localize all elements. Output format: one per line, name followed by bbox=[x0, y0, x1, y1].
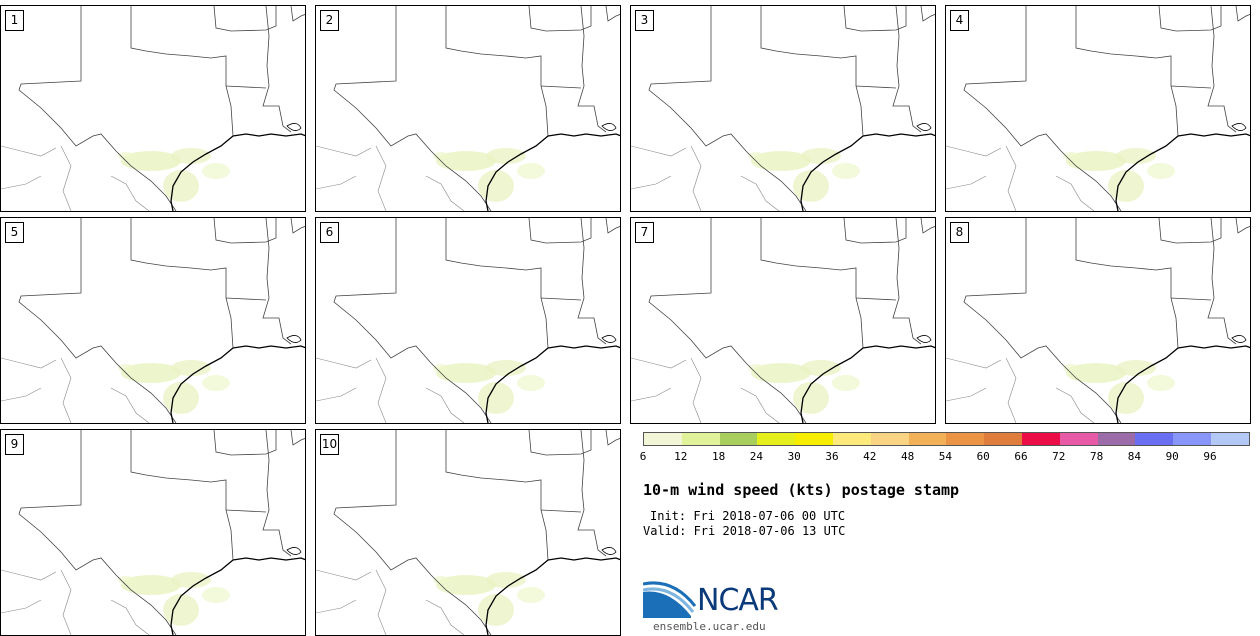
logo-text: NCAR bbox=[697, 583, 779, 618]
colorbar-tick: 42 bbox=[863, 450, 877, 463]
member-label: 10 bbox=[320, 434, 339, 455]
ensemble-member-map: 8 bbox=[945, 217, 1251, 424]
colorbar-tick: 60 bbox=[976, 450, 990, 463]
map-canvas bbox=[631, 6, 935, 211]
member-label: 7 bbox=[635, 222, 654, 243]
colorbar-swatch bbox=[1173, 433, 1211, 445]
colorbar-swatch bbox=[1097, 433, 1136, 445]
colorbar-swatch bbox=[946, 433, 985, 445]
map-canvas bbox=[1, 430, 305, 635]
ensemble-member-map: 5 bbox=[0, 217, 306, 424]
colorbar-swatch bbox=[832, 433, 871, 445]
member-label: 3 bbox=[635, 10, 654, 31]
colorbar-tick: 36 bbox=[825, 450, 839, 463]
ensemble-member-map: 6 bbox=[315, 217, 621, 424]
ensemble-member-map: 4 bbox=[945, 5, 1251, 212]
valid-time: Valid: Fri 2018-07-06 13 UTC bbox=[643, 524, 846, 538]
colorbar-tick: 54 bbox=[938, 450, 953, 463]
ensemble-member-map: 2 bbox=[315, 5, 621, 212]
ncar-logo-icon bbox=[643, 581, 697, 618]
colorbar-swatch bbox=[1135, 433, 1174, 445]
member-label: 1 bbox=[5, 10, 24, 31]
ensemble-member-map: 3 bbox=[630, 5, 936, 212]
colorbar-tick: 18 bbox=[711, 450, 726, 463]
colorbar-tick: 30 bbox=[787, 450, 801, 463]
colorbar-swatch bbox=[870, 433, 909, 445]
ensemble-member-map: 9 bbox=[0, 429, 306, 636]
map-canvas bbox=[1, 6, 305, 211]
member-label: 5 bbox=[5, 222, 24, 243]
member-label: 4 bbox=[950, 10, 969, 31]
ensemble-member-map: 1 bbox=[0, 5, 306, 212]
colorbar-tick: 96 bbox=[1203, 450, 1217, 463]
map-canvas bbox=[316, 6, 620, 211]
colorbar-swatch bbox=[644, 433, 682, 445]
colorbar-swatch bbox=[1210, 433, 1249, 445]
colorbar-tick: 48 bbox=[900, 450, 915, 463]
init-time: Init: Fri 2018-07-06 00 UTC bbox=[650, 509, 846, 523]
colorbar-tick: 66 bbox=[1014, 450, 1028, 463]
colorbar-swatch bbox=[757, 433, 796, 445]
logo-url: ensemble.ucar.edu bbox=[653, 620, 766, 633]
colorbar bbox=[643, 432, 1250, 446]
colorbar-tick-labels: 6 12 18 24 30 36 42 48 54 60 66 72 78 84 90 96 bbox=[639, 450, 1253, 466]
ensemble-member-map: 7 bbox=[630, 217, 936, 424]
map-canvas bbox=[316, 218, 620, 423]
map-canvas bbox=[946, 218, 1250, 423]
colorbar-swatch bbox=[719, 433, 758, 445]
colorbar-swatch bbox=[1059, 433, 1098, 445]
map-canvas bbox=[631, 218, 935, 423]
colorbar-tick: 24 bbox=[749, 450, 764, 463]
map-canvas bbox=[946, 6, 1250, 211]
colorbar-swatch bbox=[908, 433, 947, 445]
member-label: 6 bbox=[320, 222, 339, 243]
colorbar-swatch bbox=[1021, 433, 1060, 445]
colorbar-swatch bbox=[795, 433, 833, 445]
member-label: 9 bbox=[5, 434, 24, 455]
member-label: 8 bbox=[950, 222, 969, 243]
colorbar-tick: 90 bbox=[1165, 450, 1179, 463]
colorbar-tick: 72 bbox=[1052, 450, 1066, 463]
colorbar-tick: 6 bbox=[639, 450, 647, 463]
colorbar-tick: 78 bbox=[1089, 450, 1104, 463]
colorbar-swatch bbox=[681, 433, 720, 445]
colorbar-tick: 12 bbox=[674, 450, 688, 463]
member-label: 2 bbox=[320, 10, 339, 31]
map-canvas bbox=[1, 218, 305, 423]
map-canvas bbox=[316, 430, 620, 635]
figure-title: 10-m wind speed (kts) postage stamp bbox=[643, 481, 960, 499]
ensemble-member-map: 10 bbox=[315, 429, 621, 636]
colorbar-swatch bbox=[984, 433, 1022, 445]
colorbar-tick: 84 bbox=[1127, 450, 1142, 463]
